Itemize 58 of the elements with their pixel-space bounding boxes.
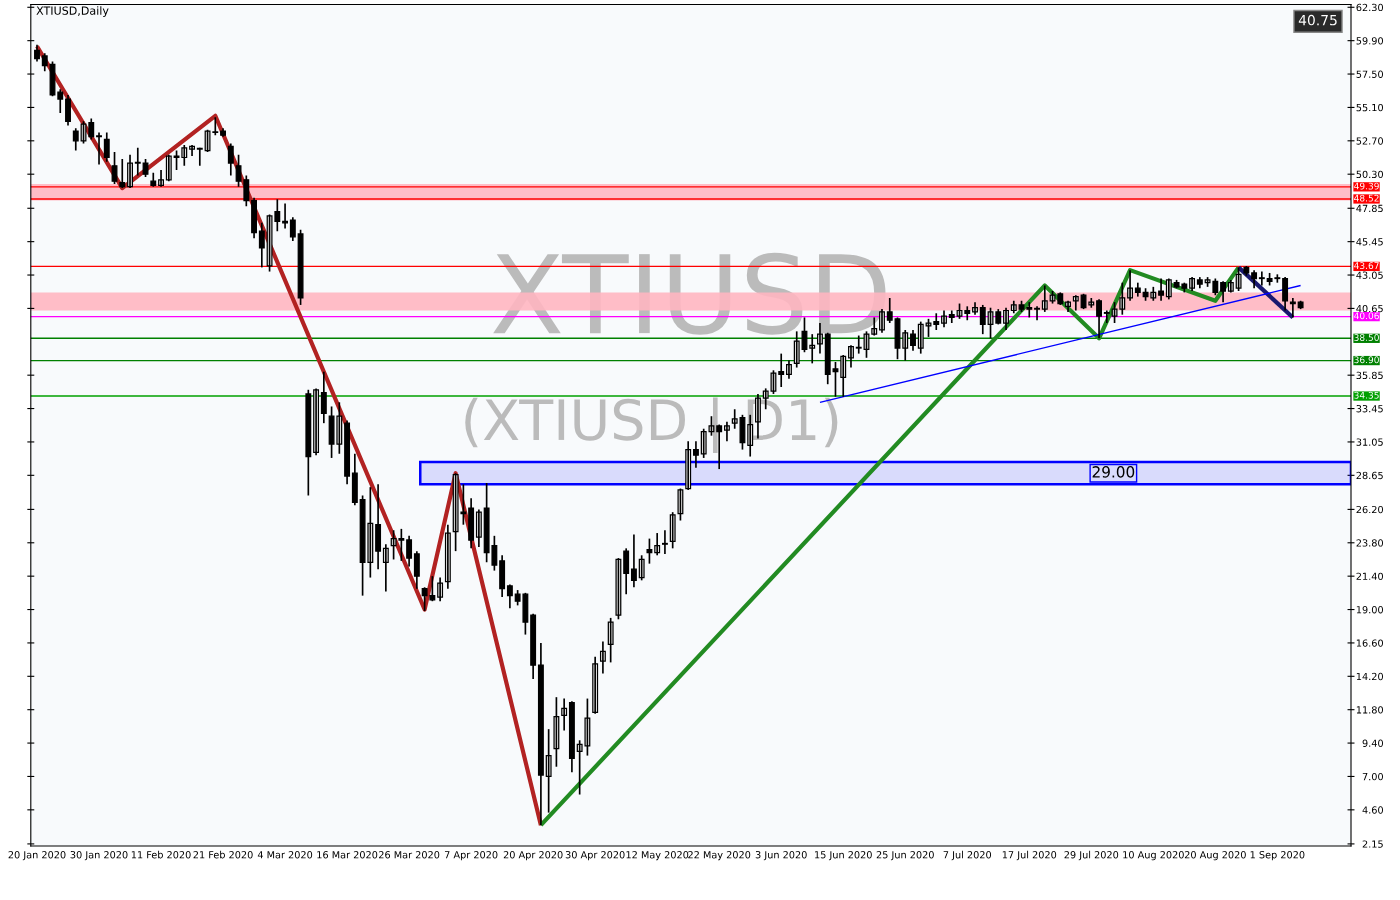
- y-tick-label: 50.30: [1356, 170, 1383, 179]
- x-tick-label: 20 Apr 2020: [503, 851, 563, 861]
- y-tick-label: 62.30: [1356, 3, 1383, 12]
- y-tick-label: 35.85: [1356, 371, 1383, 380]
- y-tick-label: 55.10: [1356, 103, 1383, 112]
- y-tick-label: 14.20: [1356, 672, 1383, 681]
- y-tick-label: 4.60: [1362, 806, 1383, 814]
- x-tick-label: 3 Jun 2020: [755, 851, 807, 861]
- y-tick-label: 16.60: [1356, 639, 1383, 647]
- x-tick-label: 15 Jun 2020: [815, 851, 872, 861]
- x-tick-label: 17 Jul 2020: [1002, 850, 1057, 861]
- y-tick-label: 7.00: [1362, 772, 1383, 781]
- x-tick-label: 20 Jan 2020: [8, 851, 66, 861]
- x-tick-label: 22 May 2020: [688, 851, 751, 861]
- x-tick-label: 11 Feb 2020: [131, 850, 191, 859]
- x-tick-label: 12 May 2020: [626, 851, 689, 861]
- x-tick-label: 29 Jul 2020: [1064, 850, 1119, 861]
- x-tick-label: 7 Jul 2020: [943, 850, 992, 861]
- y-tick-label: 59.90: [1356, 37, 1383, 45]
- ref-line-label: 48.52: [1354, 194, 1379, 202]
- band-label: 29.00: [1092, 466, 1135, 478]
- y-tick-label: 19.00: [1356, 606, 1383, 614]
- y-tick-label: 40.65: [1356, 304, 1383, 313]
- candlestick: [142, 158, 149, 178]
- ref-line-label: 38.50: [1354, 334, 1379, 341]
- candlestick: [646, 537, 653, 565]
- x-tick-label: 30 Jan 2020: [70, 851, 128, 861]
- ref-line-label: 49.39: [1354, 182, 1379, 190]
- y-tick-label: 47.85: [1356, 204, 1383, 213]
- y-tick-label: 45.45: [1356, 238, 1383, 246]
- x-tick-label: 4 Mar 2020: [257, 851, 313, 859]
- x-tick-label: 21 Feb 2020: [193, 850, 253, 859]
- x-tick-label: 30 Apr 2020: [565, 851, 625, 861]
- x-tick-label: 10 Aug 2020: [1123, 851, 1184, 861]
- y-tick-label: 33.45: [1356, 405, 1383, 413]
- x-tick-label: 26 Mar 2020: [379, 851, 440, 859]
- y-tick-label: 57.50: [1356, 70, 1383, 78]
- y-tick-label: 9.40: [1362, 739, 1383, 747]
- x-tick-label: 25 Jun 2020: [876, 851, 934, 861]
- y-tick-label: 52.70: [1356, 137, 1383, 145]
- ref-line-label: 43.67: [1354, 262, 1379, 270]
- chart-title: XTIUSD,Daily: [36, 6, 109, 17]
- ref-line-label: 36.90: [1354, 356, 1379, 364]
- x-tick-label: 7 Apr 2020: [444, 851, 498, 861]
- y-tick-label: 31.05: [1356, 438, 1383, 446]
- y-tick-label: 26.20: [1356, 505, 1383, 514]
- y-tick-label: 23.80: [1356, 539, 1383, 547]
- annotation: 40.75: [1298, 14, 1337, 26]
- y-tick-label: 43.05: [1356, 271, 1383, 279]
- x-tick-label: 1 Sep 2020: [1250, 851, 1305, 861]
- x-tick-label: 16 Mar 2020: [317, 851, 378, 859]
- ref-line-label: 34.35: [1354, 391, 1379, 399]
- x-tick-label: 20 Aug 2020: [1184, 851, 1246, 861]
- y-tick-label: 2.15: [1362, 840, 1383, 848]
- y-tick-label: 21.40: [1356, 572, 1383, 580]
- y-tick-label: 28.65: [1356, 471, 1383, 480]
- ref-line-label: 40.06: [1354, 312, 1379, 320]
- y-tick-label: 11.80: [1356, 706, 1383, 714]
